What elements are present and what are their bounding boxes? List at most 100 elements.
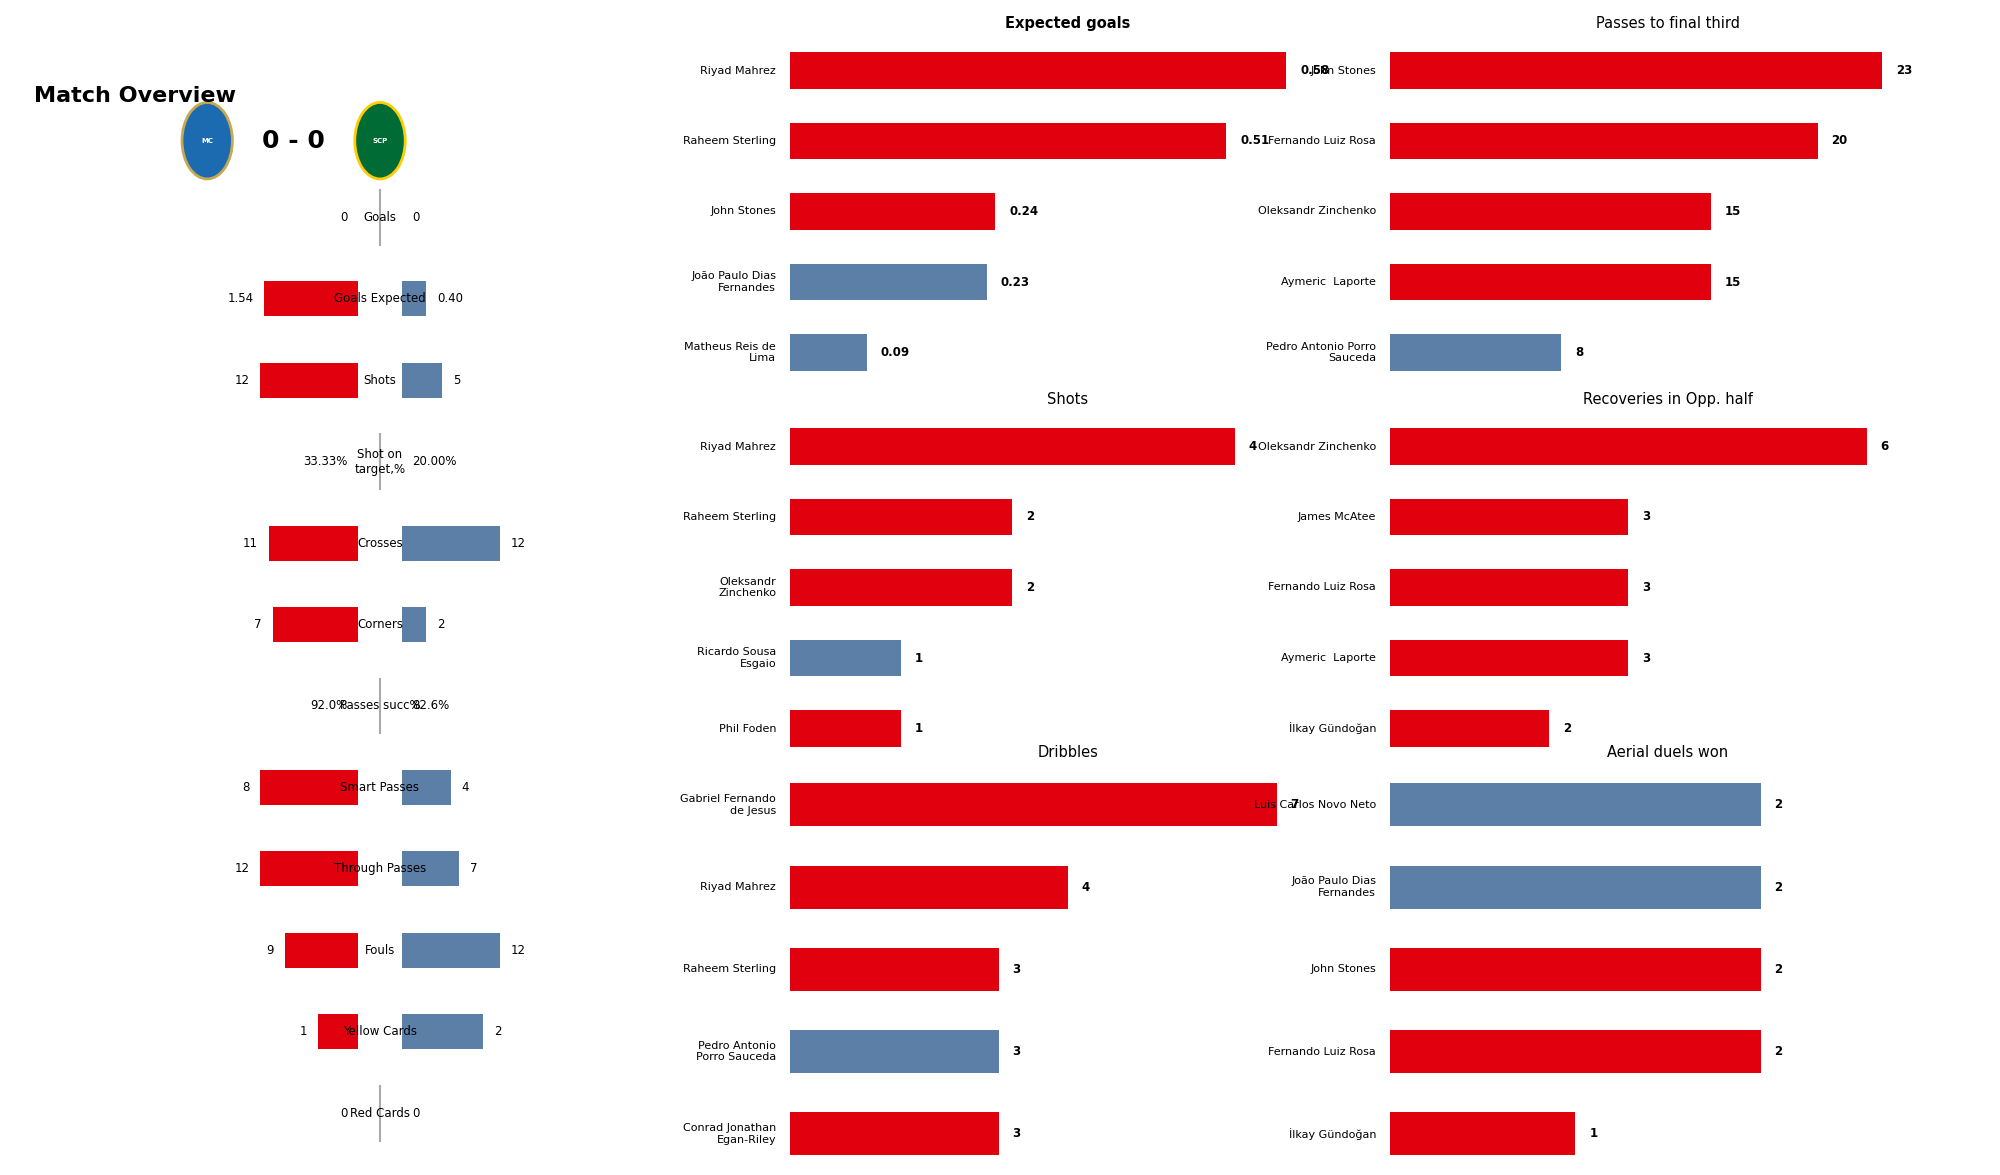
Bar [790, 1113, 998, 1155]
Text: 15: 15 [1724, 204, 1742, 219]
Bar [790, 428, 1234, 465]
Text: 0 - 0: 0 - 0 [262, 129, 326, 153]
Text: Red Cards: Red Cards [350, 1107, 410, 1120]
Text: Shots: Shots [364, 374, 396, 387]
Text: 1: 1 [1590, 1127, 1598, 1141]
Text: 15: 15 [1724, 275, 1742, 289]
Text: 3: 3 [1012, 1127, 1020, 1141]
Text: 8: 8 [1574, 345, 1584, 360]
Bar [1390, 948, 1760, 991]
Bar [402, 852, 458, 886]
Bar [790, 784, 1276, 826]
Text: 1: 1 [916, 721, 924, 736]
Text: Fernando Luiz Rosa: Fernando Luiz Rosa [1268, 1047, 1376, 1056]
Text: Matheus Reis de
Lima: Matheus Reis de Lima [684, 342, 776, 363]
Bar [790, 122, 1226, 160]
Text: Corners: Corners [356, 618, 404, 631]
Text: 7: 7 [254, 618, 262, 631]
Circle shape [182, 102, 232, 179]
Text: Ricardo Sousa
Esgaio: Ricardo Sousa Esgaio [696, 647, 776, 669]
Text: 0.51: 0.51 [1240, 134, 1270, 148]
Text: 7: 7 [1290, 798, 1298, 812]
Bar [790, 569, 1012, 606]
Text: Riyad Mahrez: Riyad Mahrez [700, 442, 776, 451]
Text: SCP: SCP [372, 137, 388, 143]
Text: Smart Passes: Smart Passes [340, 781, 420, 794]
Text: 3: 3 [1012, 1045, 1020, 1059]
Text: 12: 12 [234, 374, 250, 387]
Text: Passes succ%: Passes succ% [340, 699, 420, 712]
Bar [402, 933, 500, 968]
Text: Raheem Sterling: Raheem Sterling [682, 136, 776, 146]
Bar [1390, 639, 1628, 677]
Text: 82.6%: 82.6% [412, 699, 450, 712]
Text: 6: 6 [1880, 439, 1888, 454]
Text: 0.24: 0.24 [1010, 204, 1038, 219]
Bar [1390, 334, 1562, 371]
Bar [1390, 866, 1760, 908]
Text: John Stones: John Stones [1310, 66, 1376, 75]
Bar [402, 281, 426, 316]
Text: 8: 8 [242, 781, 250, 794]
Bar [790, 498, 1012, 536]
Text: 2: 2 [494, 1026, 502, 1039]
Bar [402, 770, 450, 805]
Text: Fernando Luiz Rosa: Fernando Luiz Rosa [1268, 136, 1376, 146]
Text: 2: 2 [1774, 798, 1782, 812]
Text: 0.58: 0.58 [1300, 63, 1330, 78]
Text: 0.23: 0.23 [1000, 275, 1030, 289]
Text: James McAtee: James McAtee [1298, 512, 1376, 522]
Text: Conrad Jonathan
Egan-Riley: Conrad Jonathan Egan-Riley [682, 1123, 776, 1144]
Bar [790, 866, 1068, 908]
Text: 12: 12 [234, 862, 250, 875]
Text: 2: 2 [1026, 580, 1034, 595]
Text: Pedro Antonio
Porro Sauceda: Pedro Antonio Porro Sauceda [696, 1041, 776, 1062]
Text: Yellow Cards: Yellow Cards [344, 1026, 416, 1039]
Title: Shots: Shots [1048, 392, 1088, 408]
Text: John Stones: John Stones [1310, 965, 1376, 974]
Text: 0.40: 0.40 [436, 293, 462, 306]
Bar [260, 363, 358, 397]
Bar [264, 281, 358, 316]
Text: 33.33%: 33.33% [304, 455, 348, 468]
Text: 2: 2 [1774, 962, 1782, 976]
Bar [402, 363, 442, 397]
Text: 0: 0 [340, 1107, 348, 1120]
Text: Match Overview: Match Overview [34, 86, 236, 106]
Bar [1390, 1030, 1760, 1073]
Text: 2: 2 [1774, 880, 1782, 894]
Text: 12: 12 [510, 537, 526, 550]
Text: İlkay Gündoğan: İlkay Gündoğan [1288, 723, 1376, 734]
Text: 0: 0 [340, 210, 348, 223]
Text: 1: 1 [916, 651, 924, 665]
Text: Oleksandr
Zinchenko: Oleksandr Zinchenko [718, 577, 776, 598]
Text: João Paulo Dias
Fernandes: João Paulo Dias Fernandes [1292, 877, 1376, 898]
Text: 0: 0 [412, 210, 420, 223]
Text: Aymeric  Laporte: Aymeric Laporte [1282, 277, 1376, 287]
Text: Pedro Antonio Porro
Sauceda: Pedro Antonio Porro Sauceda [1266, 342, 1376, 363]
Text: 1: 1 [300, 1026, 306, 1039]
Circle shape [354, 102, 406, 179]
Bar [790, 710, 902, 747]
Text: Shot on
target,%: Shot on target,% [354, 448, 406, 476]
Bar [790, 948, 998, 991]
Text: 3: 3 [1642, 510, 1650, 524]
Text: 9: 9 [266, 944, 274, 956]
Text: 4: 4 [462, 781, 468, 794]
Text: Oleksandr Zinchenko: Oleksandr Zinchenko [1258, 207, 1376, 216]
Text: John Stones: John Stones [710, 207, 776, 216]
Bar [260, 852, 358, 886]
Text: Riyad Mahrez: Riyad Mahrez [700, 66, 776, 75]
Text: Crosses: Crosses [358, 537, 402, 550]
Text: Aymeric  Laporte: Aymeric Laporte [1282, 653, 1376, 663]
Bar [1390, 1113, 1576, 1155]
Text: 0.09: 0.09 [880, 345, 910, 360]
Text: 4: 4 [1248, 439, 1256, 454]
Bar [402, 525, 500, 560]
Bar [268, 525, 358, 560]
Bar [790, 639, 902, 677]
Text: 3: 3 [1642, 651, 1650, 665]
Bar [1390, 263, 1710, 301]
Text: Phil Foden: Phil Foden [718, 724, 776, 733]
Title: Dribbles: Dribbles [1038, 745, 1098, 760]
